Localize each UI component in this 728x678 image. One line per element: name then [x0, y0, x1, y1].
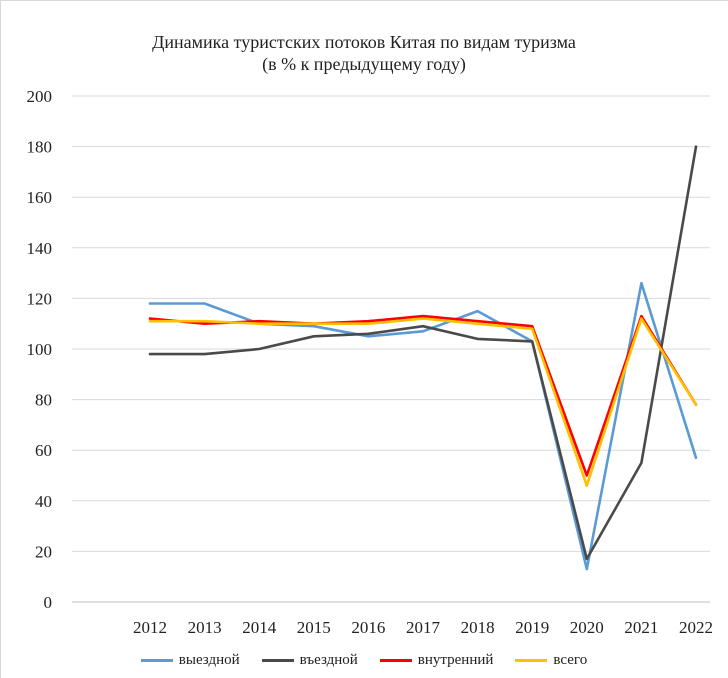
x-tick-label: 2014	[242, 618, 277, 637]
legend-item: внутренний	[379, 648, 494, 672]
y-tick-label: 180	[27, 138, 53, 157]
legend-label: всего	[553, 651, 588, 668]
y-tick-label: 120	[27, 289, 53, 308]
y-axis-ticks: 0 20 40 60 80 100 120 140 160 180 200	[27, 87, 53, 612]
legend-label: въездной	[299, 651, 358, 668]
legend-item: въездной	[261, 648, 358, 672]
x-tick-label: 2012	[133, 618, 167, 637]
chart-title: Динамика туристских потоков Китая по вид…	[152, 32, 576, 52]
y-tick-label: 80	[35, 391, 52, 410]
x-axis-ticks: 2012 2013 2014 2015 2016 2017 2018 2019 2020 2021…	[133, 618, 713, 637]
legend-label: внутренний	[417, 651, 494, 668]
x-tick-label: 2017	[406, 618, 441, 637]
x-tick-label: 2018	[461, 618, 495, 637]
chart-subtitle: (в % к предыдущему году)	[262, 54, 466, 74]
series-line-2	[148, 314, 698, 477]
y-tick-label: 40	[35, 492, 52, 511]
x-tick-label: 2013	[188, 618, 222, 637]
y-tick-label: 0	[44, 593, 53, 612]
series-line-3	[148, 317, 698, 487]
legend-item: всего	[515, 648, 587, 672]
x-tick-label: 2019	[515, 618, 549, 637]
x-tick-label: 2015	[297, 618, 331, 637]
legend-swatch	[515, 658, 548, 662]
frame-left-border	[0, 0, 1, 678]
y-tick-label: 160	[27, 188, 53, 207]
frame-top-border	[0, 0, 728, 1]
y-tick-label: 60	[35, 441, 52, 460]
series-line-0	[148, 281, 698, 571]
legend-item: выездной	[140, 648, 240, 672]
legend-swatch	[261, 658, 294, 662]
x-tick-label: 2020	[570, 618, 604, 637]
legend-label: выездной	[178, 651, 240, 668]
x-tick-label: 2016	[351, 618, 385, 637]
y-tick-label: 20	[35, 542, 52, 561]
legend-swatch	[140, 658, 173, 662]
x-tick-label: 2022	[679, 618, 713, 637]
legend-swatch	[379, 658, 412, 662]
grid-layer	[72, 95, 710, 603]
series-layer	[148, 145, 698, 571]
y-tick-label: 140	[27, 239, 53, 258]
y-tick-label: 100	[27, 340, 53, 359]
legend: выездной въездной внутренний всего	[0, 648, 728, 672]
y-tick-label: 200	[27, 87, 53, 106]
x-tick-label: 2021	[624, 618, 658, 637]
series-line-1	[148, 145, 698, 561]
